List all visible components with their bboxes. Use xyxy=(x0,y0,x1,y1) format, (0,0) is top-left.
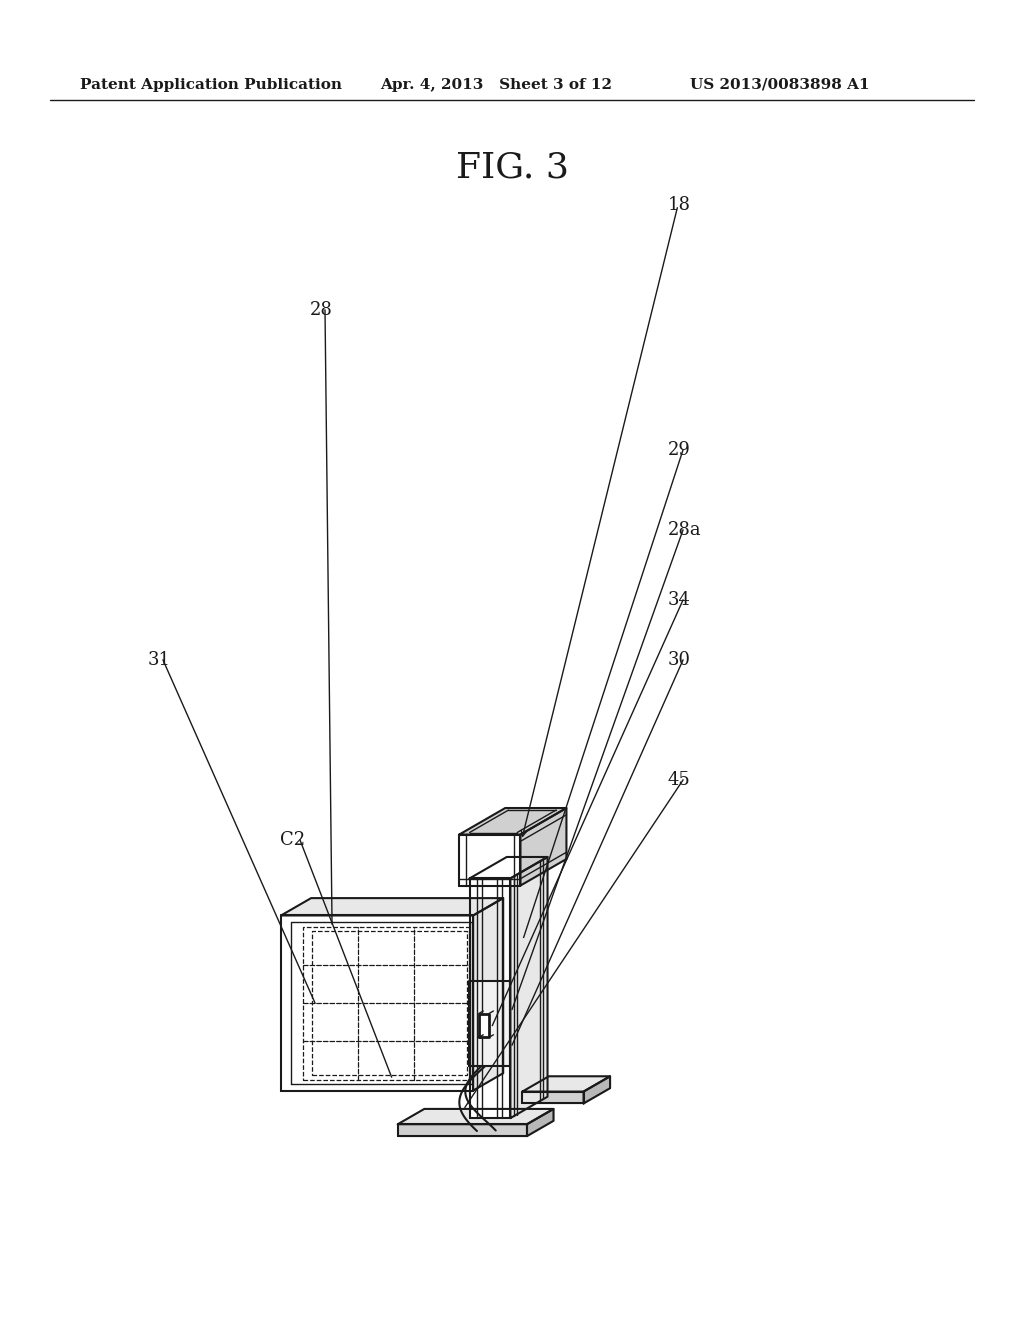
Text: 34: 34 xyxy=(668,591,691,609)
Polygon shape xyxy=(522,1076,610,1092)
Text: 30: 30 xyxy=(668,651,691,669)
Polygon shape xyxy=(459,834,520,886)
Text: 18: 18 xyxy=(668,195,691,214)
Polygon shape xyxy=(510,857,548,1118)
Polygon shape xyxy=(470,878,510,1118)
Polygon shape xyxy=(469,981,510,1067)
Polygon shape xyxy=(522,1092,584,1104)
Polygon shape xyxy=(473,898,503,1090)
Polygon shape xyxy=(584,1076,610,1104)
Polygon shape xyxy=(459,808,566,834)
Polygon shape xyxy=(281,898,503,916)
Polygon shape xyxy=(397,1125,527,1137)
Polygon shape xyxy=(470,857,548,878)
Text: C2: C2 xyxy=(280,832,305,849)
Text: Patent Application Publication: Patent Application Publication xyxy=(80,78,342,92)
Text: FIG. 3: FIG. 3 xyxy=(456,150,568,183)
Text: 31: 31 xyxy=(148,651,171,669)
Polygon shape xyxy=(527,1109,554,1137)
Text: 28: 28 xyxy=(310,301,333,319)
Text: 45: 45 xyxy=(668,771,691,789)
Polygon shape xyxy=(479,1014,489,1038)
Text: 29: 29 xyxy=(668,441,691,459)
Polygon shape xyxy=(520,808,566,886)
Polygon shape xyxy=(281,916,473,1090)
Text: US 2013/0083898 A1: US 2013/0083898 A1 xyxy=(690,78,869,92)
Polygon shape xyxy=(397,1109,554,1125)
Text: Apr. 4, 2013   Sheet 3 of 12: Apr. 4, 2013 Sheet 3 of 12 xyxy=(380,78,612,92)
Text: 28a: 28a xyxy=(668,521,701,539)
